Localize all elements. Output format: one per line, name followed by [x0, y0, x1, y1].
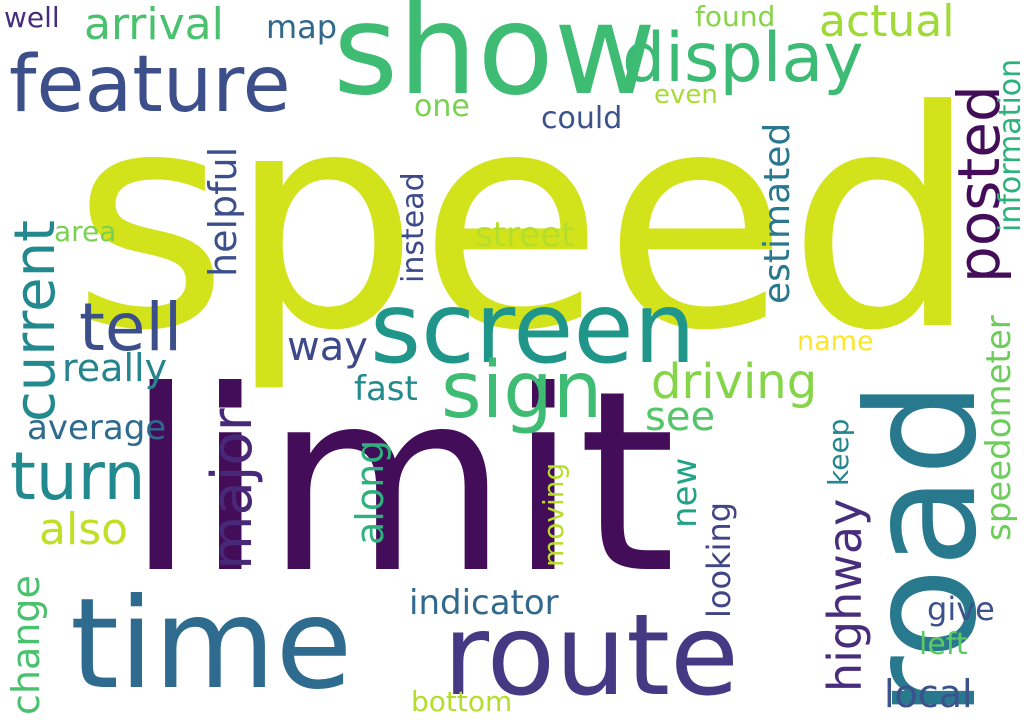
word-instead: instead [396, 172, 431, 283]
word-highway: highway [818, 498, 872, 692]
word-left: left [919, 627, 968, 662]
word-screen: screen [370, 272, 696, 386]
word-also: also [39, 504, 129, 555]
word-speed: speed [72, 47, 979, 396]
word-could: could [541, 101, 623, 136]
word-local: local [884, 672, 973, 716]
word-keep: keep [822, 418, 855, 486]
word-looking: looking [700, 501, 738, 618]
word-indicator: indicator [409, 583, 559, 623]
word-area: area [54, 215, 117, 248]
word-information: information [993, 58, 1024, 232]
word-map: map [266, 8, 338, 46]
word-way: way [287, 324, 368, 370]
word-display: display [622, 19, 864, 98]
word-really: really [62, 346, 168, 390]
word-limit: limit [126, 337, 676, 628]
word-helpful: helpful [201, 146, 245, 277]
word-street: street [475, 215, 575, 255]
word-route: route [443, 591, 739, 720]
word-along: along [348, 439, 392, 545]
word-estimated: estimated [757, 122, 798, 304]
word-bottom: bottom [411, 685, 513, 718]
word-time: time [70, 572, 353, 717]
word-sign: sign [441, 346, 603, 436]
word-feature: feature [9, 40, 291, 130]
word-average: average [27, 408, 167, 448]
word-show: show [333, 0, 657, 123]
word-current: current [3, 219, 68, 422]
word-moving: moving [537, 462, 570, 567]
word-arrival: arrival [84, 0, 224, 50]
word-one: one [414, 89, 470, 124]
word-tell: tell [79, 289, 183, 366]
word-new: new [665, 457, 705, 528]
word-change: change [4, 575, 48, 715]
word-well: well [4, 1, 60, 34]
word-driving: driving [651, 354, 818, 410]
word-see: see [645, 394, 716, 440]
word-actual: actual [819, 0, 955, 47]
word-found: found [695, 0, 776, 33]
word-major: major [200, 408, 265, 570]
word-even: even [654, 80, 718, 110]
word-fast: fast [354, 369, 418, 409]
word-turn: turn [10, 438, 146, 515]
word-give: give [927, 590, 995, 628]
word-speedometer: speedometer [979, 315, 1019, 541]
word-name: name [797, 326, 874, 357]
